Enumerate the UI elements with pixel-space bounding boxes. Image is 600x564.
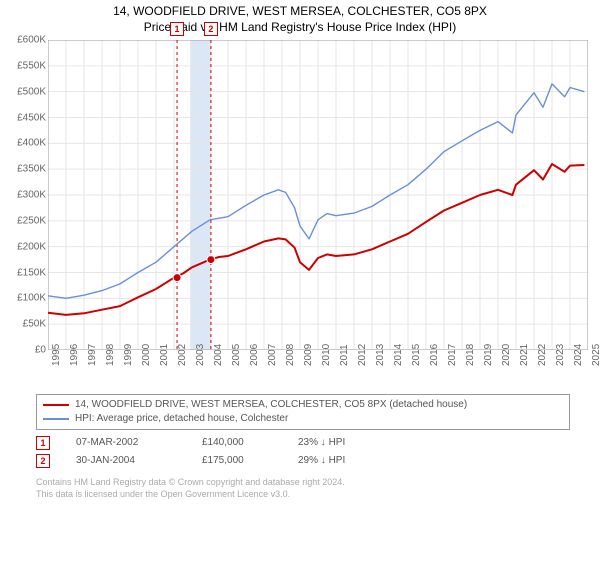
x-tick-label: 1995 [51,344,62,366]
x-tick-label: 1998 [105,344,116,366]
x-tick-label: 2010 [321,344,332,366]
page-subtitle: Price paid vs. HM Land Registry's House … [0,20,600,34]
x-tick-label: 2015 [411,344,422,366]
x-tick-label: 1996 [69,344,80,366]
x-tick-label: 2016 [429,344,440,366]
legend-swatch [43,418,69,420]
x-tick-label: 2011 [339,344,350,366]
marker-price: £175,000 [202,452,272,470]
x-tick-label: 2000 [141,344,152,366]
event-marker-1: 1 [170,22,184,36]
marker-pct: 23% ↓ HPI [298,434,345,452]
y-tick-label: £600K [17,35,46,46]
x-tick-label: 2024 [573,344,584,366]
marker-id-badge: 1 [36,436,50,450]
y-tick-label: £450K [17,112,46,123]
x-tick-label: 2001 [159,344,170,366]
y-tick-label: £50K [23,319,46,330]
legend: 14, WOODFIELD DRIVE, WEST MERSEA, COLCHE… [36,394,570,430]
x-tick-label: 2004 [213,344,224,366]
x-tick-label: 2025 [591,344,600,366]
x-tick-label: 2020 [501,344,512,366]
marker-date: 30-JAN-2004 [76,452,176,470]
x-tick-label: 1997 [87,344,98,366]
line-chart [48,40,588,350]
x-tick-label: 2018 [465,344,476,366]
chart-area: £0 £50K £100K £150K £200K £250K £300K £350K £400… [0,40,600,388]
x-tick-label: 2008 [285,344,296,366]
marker-id-badge: 2 [36,454,50,468]
y-tick-label: £500K [17,86,46,97]
event-marker-2: 2 [204,22,218,36]
marker-date: 07-MAR-2002 [76,434,176,452]
x-tick-label: 2002 [177,344,188,366]
marker-table: 1 07-MAR-2002 £140,000 23% ↓ HPI 2 30-JAN-200… [36,434,570,470]
x-tick-label: 2013 [375,344,386,366]
marker-price: £140,000 [202,434,272,452]
footer-line-1: Contains HM Land Registry data © Crown c… [36,476,570,488]
x-axis-labels: 1995199619971998199920002001200220032004… [48,350,588,380]
y-tick-label: £200K [17,241,46,252]
x-tick-label: 2005 [231,344,242,366]
x-tick-label: 2014 [393,344,404,366]
legend-swatch [43,404,69,406]
page-title: 14, WOODFIELD DRIVE, WEST MERSEA, COLCHE… [0,4,600,18]
marker-row: 1 07-MAR-2002 £140,000 23% ↓ HPI [36,434,570,452]
footer-attribution: Contains HM Land Registry data © Crown c… [36,476,570,500]
x-tick-label: 1999 [123,344,134,366]
x-tick-label: 2009 [303,344,314,366]
y-tick-label: £100K [17,293,46,304]
legend-label: 14, WOODFIELD DRIVE, WEST MERSEA, COLCHE… [75,398,467,412]
x-tick-label: 2007 [267,344,278,366]
x-tick-label: 2012 [357,344,368,366]
legend-label: HPI: Average price, detached house, Colc… [75,412,288,426]
marker-row: 2 30-JAN-2004 £175,000 29% ↓ HPI [36,452,570,470]
legend-row: HPI: Average price, detached house, Colc… [43,412,563,426]
legend-row: 14, WOODFIELD DRIVE, WEST MERSEA, COLCHE… [43,398,563,412]
x-tick-label: 2019 [483,344,494,366]
x-tick-label: 2022 [537,344,548,366]
y-tick-label: £150K [17,267,46,278]
x-tick-label: 2017 [447,344,458,366]
y-tick-label: £550K [17,60,46,71]
y-tick-label: £250K [17,215,46,226]
y-axis-labels: £0£50K£100K£150K£200K£250K£300K£350K£400… [4,40,48,350]
y-tick-label: £0 [35,345,46,356]
marker-pct: 29% ↓ HPI [298,452,345,470]
x-tick-label: 2006 [249,344,260,366]
x-tick-label: 2003 [195,344,206,366]
footer-line-2: This data is licensed under the Open Gov… [36,488,570,500]
y-tick-label: £350K [17,164,46,175]
x-tick-label: 2021 [519,344,530,366]
x-tick-label: 2023 [555,344,566,366]
y-tick-label: £400K [17,138,46,149]
y-tick-label: £300K [17,190,46,201]
